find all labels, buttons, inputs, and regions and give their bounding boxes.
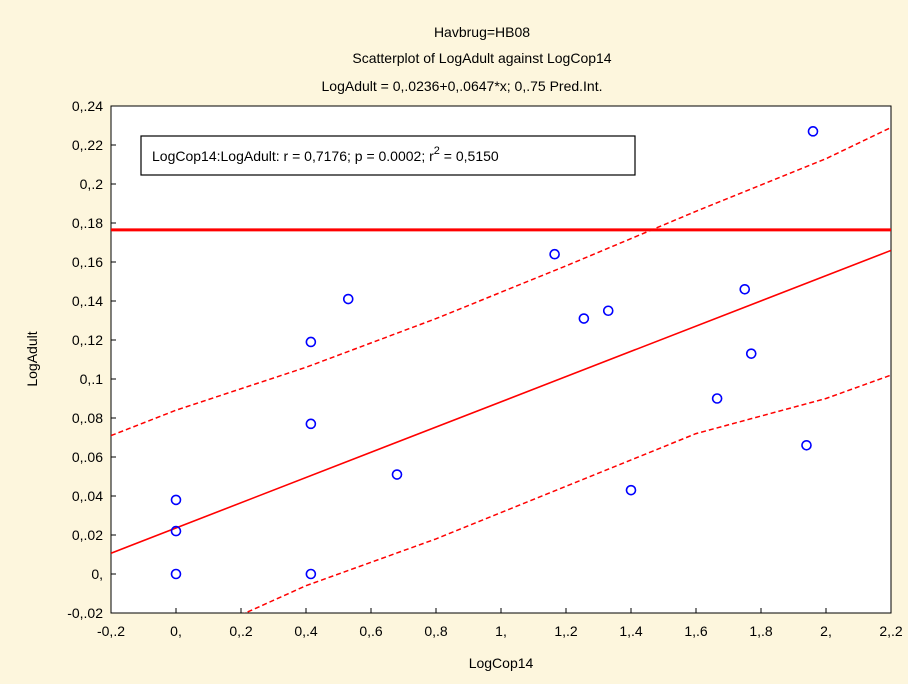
- chart-title-line-2: Scatterplot of LogAdult against LogCop14: [352, 50, 611, 66]
- x-tick-label: 1,.2: [554, 623, 578, 639]
- y-tick-label: 0,.16: [72, 254, 103, 270]
- plot-area: [110, 105, 892, 614]
- data-point-4: [305, 336, 317, 348]
- y-tick-label: 0,.2: [80, 176, 104, 192]
- y-tick-label: 0,: [91, 566, 103, 582]
- y-tick-label: 0,.22: [72, 137, 103, 153]
- y-tick-label: 0,.14: [72, 293, 103, 309]
- data-point-2: [170, 525, 182, 537]
- data-point-13: [711, 393, 723, 404]
- data-point-8: [391, 469, 403, 480]
- data-point-12: [625, 484, 637, 496]
- data-point-3: [170, 568, 182, 580]
- data-point-1: [170, 494, 182, 506]
- x-tick-label: 0,.2: [229, 623, 253, 639]
- data-point-10: [578, 313, 590, 324]
- plot-layer: [111, 126, 891, 613]
- data-point-6: [305, 568, 317, 580]
- data-point-11: [602, 305, 614, 317]
- x-tick-label: 1,.8: [749, 623, 773, 639]
- y-tick-label: 0,.12: [72, 332, 103, 348]
- data-point-9: [549, 248, 560, 260]
- data-point-14: [739, 283, 751, 295]
- y-axis-label: LogAdult: [24, 331, 40, 386]
- stats-legend-box: [140, 135, 636, 176]
- stats-legend: LogCop14:LogAdult: r = 0,7176; p = 0.000…: [140, 135, 636, 176]
- data-point-15: [745, 348, 757, 359]
- data-point-17: [807, 126, 819, 137]
- prediction-interval-lower: [243, 374, 891, 613]
- prediction-interval-upper: [111, 126, 891, 437]
- y-tick-label: 0,.02: [72, 527, 103, 543]
- y-tick-label: 0,.1: [80, 371, 104, 387]
- x-tick-label: 1,.4: [619, 623, 643, 639]
- x-tick-label: 1,: [495, 623, 507, 639]
- y-tick-label: 0,.04: [72, 488, 103, 504]
- stats-legend-text: LogCop14:LogAdult: r = 0,7176; p = 0.000…: [152, 145, 499, 164]
- chart-title-line-1: Havbrug=HB08: [434, 24, 530, 40]
- y-tick-label: 0,.24: [72, 98, 103, 114]
- data-point-16: [801, 439, 812, 451]
- x-tick-label: -0,.2: [97, 623, 125, 639]
- stats-legend-tail: = 0,5150: [440, 148, 499, 164]
- y-tick-label: 0,.06: [72, 449, 103, 465]
- y-tick-label: 0,.18: [72, 215, 103, 231]
- x-tick-label: 0,.6: [359, 623, 383, 639]
- regression-line: [111, 249, 891, 554]
- x-tick-label: 0,: [170, 623, 182, 639]
- x-tick-label: 2,: [820, 623, 832, 639]
- y-tick-label: 0,.08: [72, 410, 103, 426]
- stats-legend-main: LogCop14:LogAdult: r = 0,7176; p = 0.000…: [152, 148, 434, 164]
- x-axis-label: LogCop14: [469, 655, 534, 671]
- data-point-5: [305, 418, 317, 430]
- y-tick-label: -0,.02: [67, 605, 103, 621]
- x-tick-label: 0,.4: [294, 623, 318, 639]
- axis-layer: -0,.2 0, 0,.2 0,.4 0,.6 0,.8 1, 1,.2 1,.4 1,.6 1,.…: [67, 98, 903, 639]
- x-tick-label: 2,.2: [879, 623, 903, 639]
- x-tick-label: 0,.8: [424, 623, 448, 639]
- stats-legend-superscript: 2: [434, 145, 440, 157]
- data-point-7: [342, 293, 354, 305]
- chart-title-line-3: LogAdult = 0,.0236+0,.0647*x; 0,.75 Pred…: [322, 78, 603, 94]
- x-tick-label: 1,.6: [684, 623, 708, 639]
